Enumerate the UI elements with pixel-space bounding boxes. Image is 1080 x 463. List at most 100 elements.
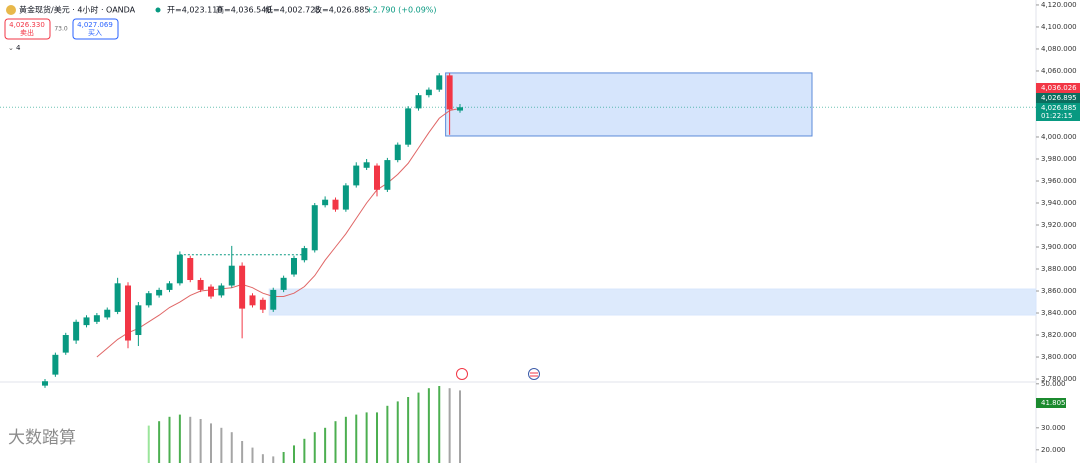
candle-body: [62, 335, 69, 353]
candle-body: [342, 185, 349, 210]
indicator-bar: [147, 425, 150, 463]
price-tag: [1036, 103, 1080, 113]
candle-body: [104, 309, 111, 318]
buy-button[interactable]: [72, 18, 119, 40]
candle-body: [301, 248, 308, 261]
y-tick-label: 3,780.000: [1041, 375, 1077, 383]
candle-body: [311, 205, 318, 251]
indicator-bar: [272, 456, 275, 463]
price-tag-label: 4,026.885: [1041, 104, 1077, 112]
y-tick-label: 20.000: [1041, 446, 1066, 454]
price-tag-label: 4,026.895: [1041, 94, 1077, 102]
candle-body: [93, 315, 100, 322]
candle-body: [125, 285, 131, 341]
high: 高=4,036.540: [216, 5, 271, 15]
indicator-bar: [344, 416, 347, 463]
indicator-bar: [376, 412, 378, 463]
indicator-bar: [386, 405, 389, 463]
indicator-bar: [189, 416, 192, 463]
y-tick-label: 3,860.000: [1041, 287, 1077, 295]
countdown: 01:22:15: [1041, 112, 1072, 120]
indicator-bar: [158, 421, 161, 463]
indicator-bar: [282, 452, 285, 463]
candle-body: [176, 254, 183, 284]
price-tag: [1036, 83, 1080, 93]
y-tick-label: 3,900.000: [1041, 243, 1077, 251]
indicator-bar: [293, 445, 295, 463]
indicator-bar: [251, 447, 254, 463]
candle-body: [239, 265, 246, 309]
indicator-bar: [427, 388, 430, 463]
indicator-bar: [261, 454, 264, 463]
candle-body: [332, 199, 339, 210]
y-tick-label: 4,120.000: [1041, 1, 1077, 9]
event-icons: [456, 368, 540, 380]
indicator-count: 4: [16, 44, 21, 52]
candle-body: [446, 75, 453, 110]
candle-body: [73, 321, 80, 341]
y-tick-label: 4,060.000: [1041, 67, 1077, 75]
event-icon[interactable]: [456, 368, 468, 380]
candle-body: [280, 277, 287, 290]
indicator-bar: [417, 392, 420, 463]
y-tick-label: 4,100.000: [1041, 23, 1077, 31]
candle-body: [197, 280, 204, 290]
status-dot: [155, 7, 161, 13]
zone: [268, 288, 1037, 316]
event-icon[interactable]: [528, 368, 540, 380]
candle-body: [228, 265, 235, 286]
price-tag: [1036, 93, 1080, 103]
indicator-bar: [459, 390, 461, 463]
candle-body: [145, 293, 152, 306]
indicator-bar: [241, 441, 244, 463]
candle-body: [208, 286, 214, 297]
y-tick-label: 3,940.000: [1041, 199, 1077, 207]
sell-button[interactable]: [4, 18, 51, 40]
candle-body: [83, 317, 90, 326]
candle-body: [436, 75, 443, 90]
zone: [445, 72, 813, 137]
price-tag-label: 4,036.026: [1041, 84, 1077, 92]
indicator-bar: [396, 401, 399, 463]
candle-body: [218, 285, 225, 296]
indicator-toggle[interactable]: ⌄: [8, 44, 14, 52]
y-tick-label: 3,840.000: [1041, 309, 1077, 317]
countdown-bg: [1036, 111, 1080, 121]
indicator-bar: [448, 388, 451, 463]
y-tick-label: 30.000: [1041, 424, 1066, 432]
y-tick-label: 4,080.000: [1041, 45, 1077, 53]
candle-body: [166, 283, 173, 290]
indicator-bar: [407, 397, 410, 463]
low: 低=4,002.725: [265, 5, 320, 15]
indicator-bar: [324, 427, 327, 463]
indicator-bar: [313, 432, 316, 463]
indicator-bar: [199, 419, 202, 463]
indicator-bar: [178, 414, 181, 463]
candle-body: [259, 299, 266, 310]
candle-body: [156, 289, 163, 296]
indicator-tag-label: 41.805: [1041, 399, 1066, 407]
candle-body: [114, 283, 121, 312]
indicator-bar: [438, 386, 441, 463]
candle-body: [405, 108, 412, 145]
candle-body: [457, 107, 463, 111]
close: 收=4,026.885: [314, 5, 369, 15]
y-tick-label: 3,800.000: [1041, 353, 1077, 361]
indicator-bar: [220, 427, 223, 463]
buy-price: 4,027.069: [77, 21, 113, 29]
y-tick-label: 3,920.000: [1041, 221, 1077, 229]
candle-body: [270, 289, 277, 310]
y-tick-label: 3,820.000: [1041, 331, 1077, 339]
candle-body: [52, 354, 59, 375]
candle-body: [42, 381, 48, 386]
candle-body: [322, 199, 329, 206]
sell-price: 4,026.330: [9, 21, 45, 29]
indicator-bar: [168, 416, 171, 463]
candle-body: [384, 160, 391, 190]
symbol-icon: [6, 5, 16, 15]
spread: 73.0: [54, 26, 68, 33]
watermark: 大数踏算: [8, 428, 76, 448]
candle-body: [249, 295, 256, 306]
symbol: 黄金现货/美元 · 4小时 · OANDA: [19, 5, 136, 15]
